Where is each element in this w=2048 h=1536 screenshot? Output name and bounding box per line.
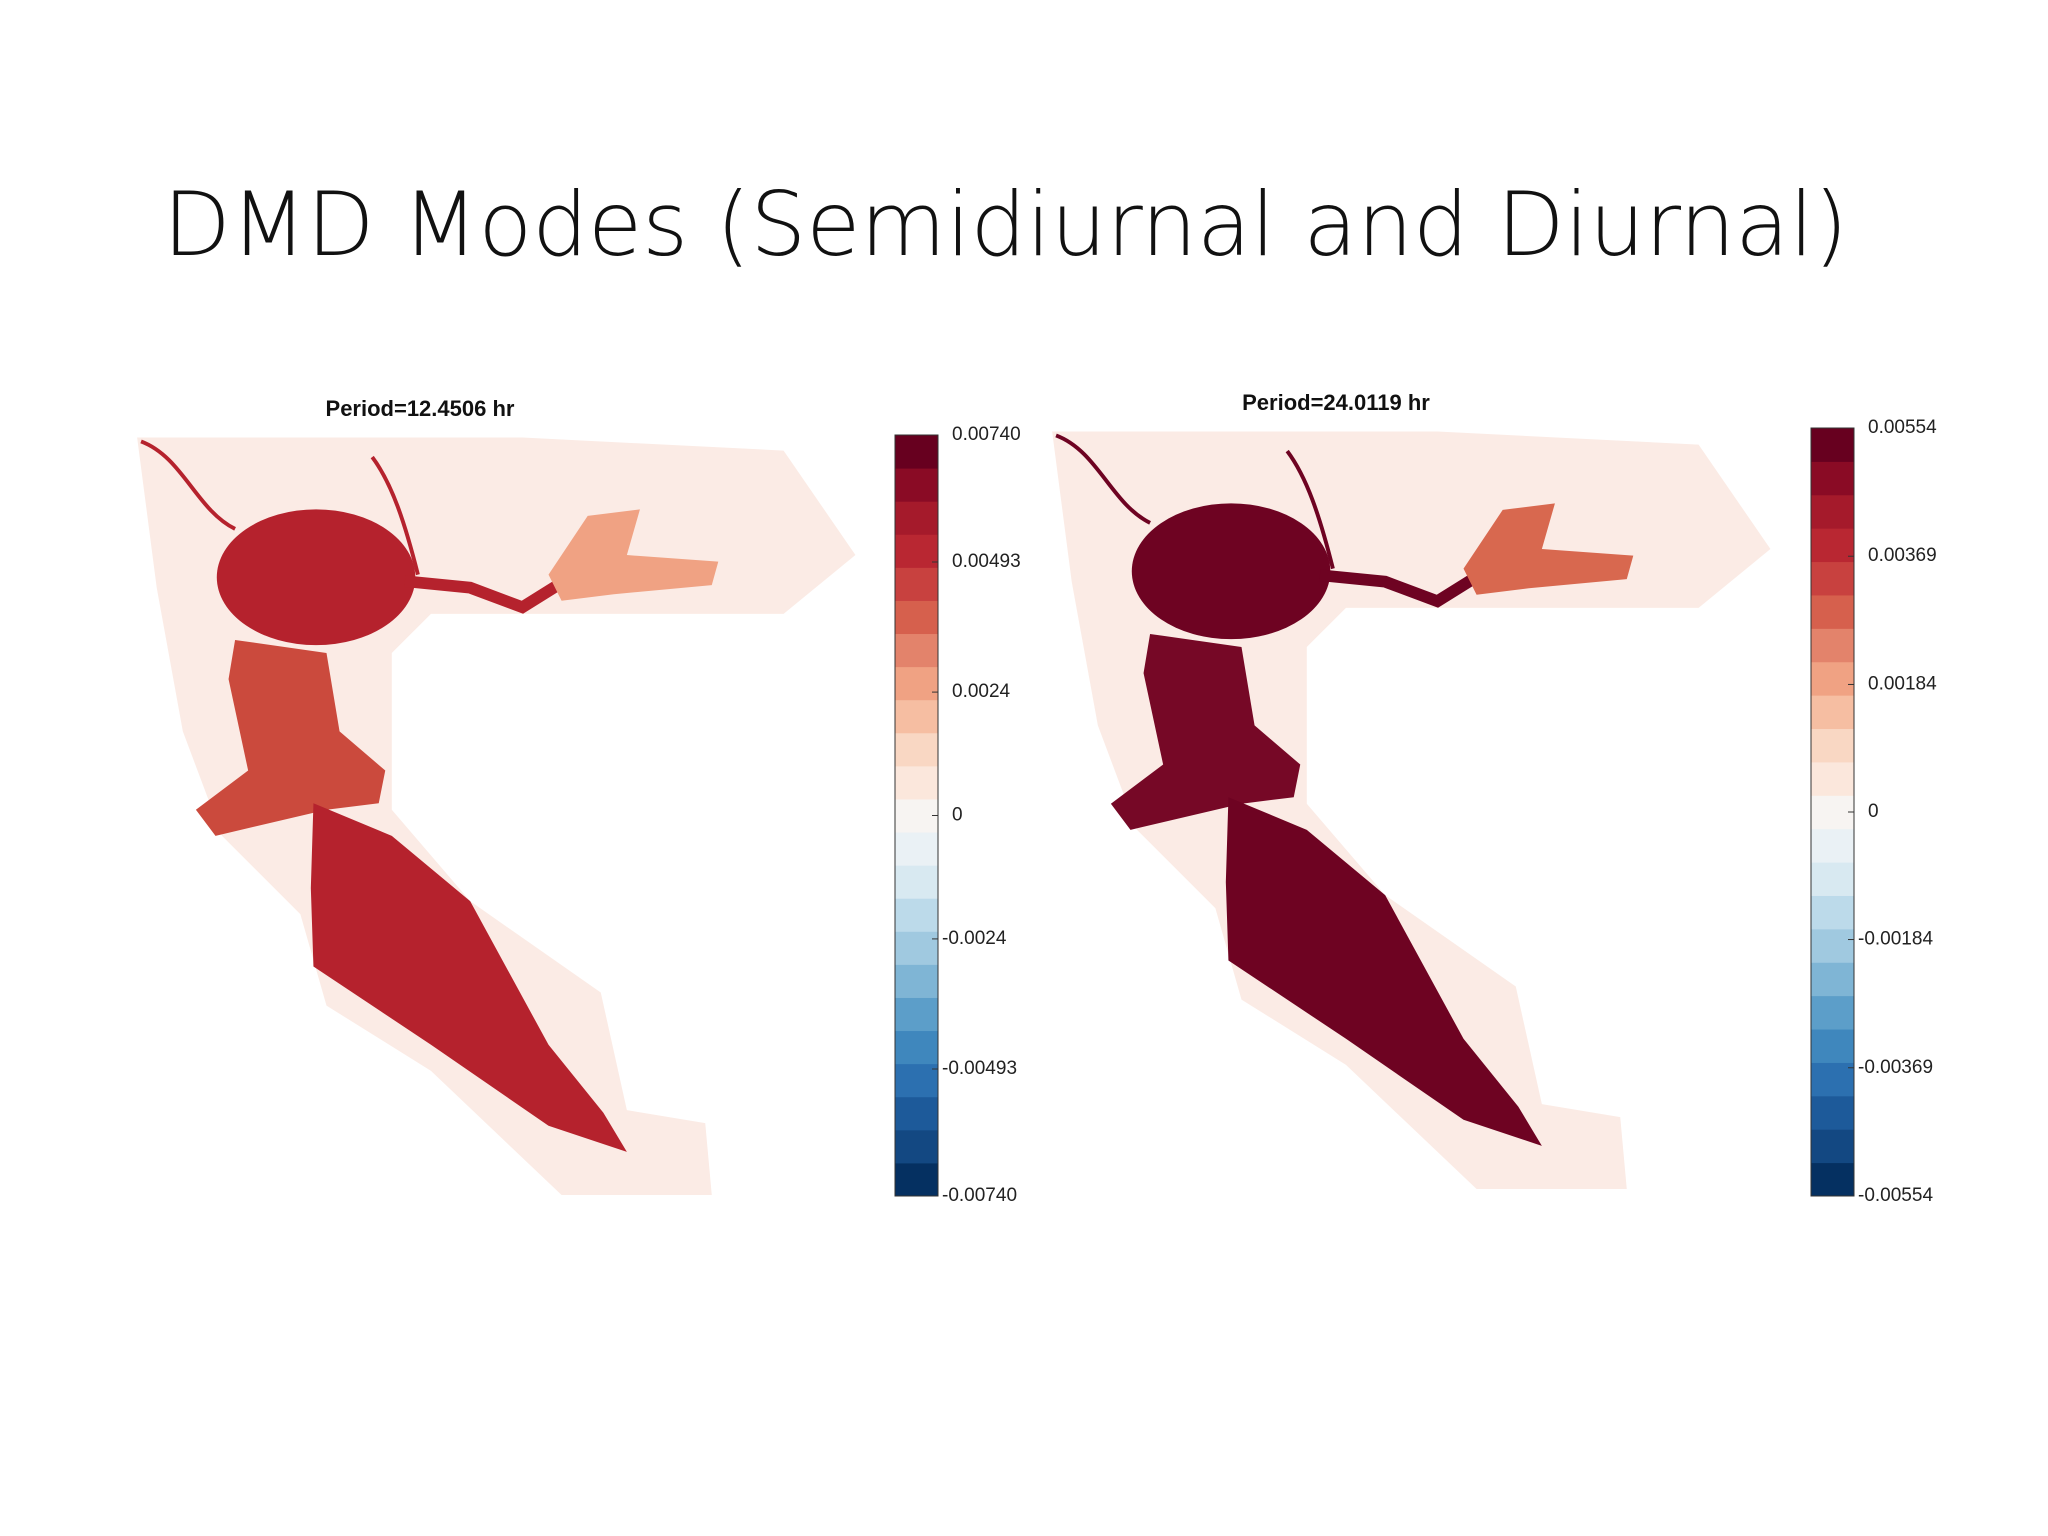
colorbar-step: [895, 1162, 938, 1197]
colorbar-tick-label: -0.00554: [1858, 1185, 1933, 1206]
colorbar-step: [895, 832, 938, 866]
colorbar-step: [1811, 628, 1854, 663]
colorbar-step: [895, 765, 938, 800]
colorbar-step: [895, 798, 938, 833]
colorbar-step: [895, 600, 938, 635]
colorbar-step: [895, 468, 938, 502]
colorbar-step: [1811, 1129, 1854, 1164]
colorbar-tick-label: -0.0024: [942, 928, 1007, 949]
colorbar-tick-label: -0.00740: [942, 1185, 1017, 1206]
colorbar-step: [1811, 761, 1854, 796]
colorbar-step: [895, 1030, 938, 1065]
colorbar-step: [895, 997, 938, 1032]
colorbar-tick-label: -0.00184: [1858, 929, 1933, 950]
colorbar-step: [1811, 928, 1854, 963]
colorbar-step: [1811, 494, 1854, 529]
colorbar-tick-label: 0.0024: [952, 681, 1011, 702]
colorbar-step: [1811, 528, 1854, 563]
colorbar-step: [895, 865, 938, 899]
colorbar-tick-label: 0.00740: [952, 424, 1021, 445]
colorbar-step: [895, 534, 938, 568]
colorbar-step: [895, 898, 938, 932]
colorbar-step: [895, 699, 938, 734]
colorbar-step: [1811, 461, 1854, 496]
colorbar-step: [1811, 661, 1854, 696]
plot-title: Period=24.0119 hr: [1242, 390, 1430, 415]
colorbar-step: [1811, 428, 1854, 462]
colorbar-tick-label: -0.00369: [1858, 1057, 1933, 1078]
colorbar-step: [1811, 728, 1854, 763]
colorbar-step: [1811, 862, 1854, 896]
colorbar-tick-label: 0.00493: [952, 551, 1021, 572]
colorbar-step: [895, 435, 938, 469]
colorbar-step: [895, 964, 938, 998]
colorbar-step: [895, 633, 938, 668]
colorbar-tick-label: -0.00493: [942, 1058, 1017, 1079]
colorbar-step: [895, 567, 938, 601]
colorbar-step: [1811, 594, 1854, 629]
colorbar-step: [1811, 1062, 1854, 1097]
colorbar-step: [1811, 695, 1854, 730]
colorbar-tick-label: 0.00369: [1868, 545, 1937, 566]
colorbar-step: [1811, 561, 1854, 596]
colorbar-step: [1811, 895, 1854, 930]
colorbar-step: [895, 931, 938, 965]
colorbar-tick-label: 0.00184: [1868, 673, 1937, 694]
bay-map: [137, 437, 856, 1195]
colorbar-step: [1811, 1095, 1854, 1130]
colorbar-tick-label: 0: [952, 805, 963, 826]
colorbar-step: [895, 1096, 938, 1131]
bay-map: [1052, 431, 1771, 1189]
colorbar-tick-label: 0.00554: [1868, 417, 1937, 438]
plot-title: Period=12.4506 hr: [326, 396, 515, 421]
colorbar-step: [895, 1129, 938, 1164]
slide-title: DMD Modes (Semidiurnal and Diurnal): [163, 173, 1848, 276]
colorbar-step: [1811, 1162, 1854, 1197]
colorbar-step: [895, 501, 938, 535]
colorbar-step: [895, 732, 938, 767]
colorbar-step: [1811, 795, 1854, 830]
colorbar-step: [1811, 962, 1854, 997]
colorbar-tick-label: 0: [1868, 801, 1879, 822]
colorbar-step: [895, 1063, 938, 1098]
colorbar-step: [1811, 995, 1854, 1030]
colorbar-step: [895, 666, 938, 701]
colorbar-step: [1811, 1029, 1854, 1063]
colorbar-step: [1811, 828, 1854, 863]
